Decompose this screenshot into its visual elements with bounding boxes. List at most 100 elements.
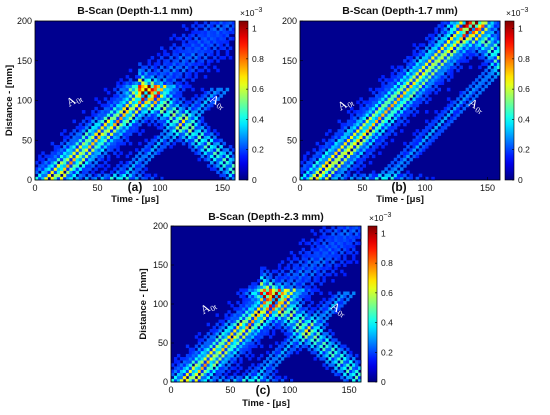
heatmap-cell	[396, 84, 401, 89]
heatmap-cell	[431, 75, 435, 79]
heatmap-cell	[331, 138, 335, 143]
heatmap-cell	[141, 164, 145, 168]
heatmap-cell	[221, 353, 225, 358]
heatmap-cell	[390, 90, 395, 95]
heatmap-cell	[437, 132, 442, 136]
heatmap-cell	[185, 36, 189, 41]
heatmap-cell	[257, 328, 261, 333]
heatmap-cell	[160, 94, 164, 98]
heatmap-cell	[306, 170, 310, 175]
heatmap-cell	[365, 129, 370, 133]
heatmap-cell	[181, 135, 186, 140]
heatmap-cell	[328, 300, 332, 305]
heatmap-cell	[169, 36, 173, 41]
heatmap-cell	[41, 157, 45, 162]
heatmap-cell	[274, 285, 279, 289]
heatmap-cell	[206, 135, 211, 140]
heatmap-cell	[353, 119, 357, 124]
heatmap-cell	[94, 97, 98, 101]
heatmap-cell	[239, 335, 243, 339]
heatmap-cell	[310, 257, 314, 261]
heatmap-cell	[406, 110, 410, 114]
heatmap-cell	[166, 116, 170, 120]
heatmap-cell	[396, 176, 401, 181]
heatmap-cell	[81, 119, 86, 124]
heatmap-cell	[119, 106, 123, 111]
heatmap-cell	[263, 313, 267, 317]
heatmap-cell	[110, 100, 114, 105]
heatmap-cell	[295, 335, 300, 339]
heatmap-cell	[415, 46, 420, 51]
heatmap-cell	[343, 291, 347, 296]
heatmap-cell	[403, 164, 407, 168]
heatmap-cell	[307, 347, 311, 352]
heatmap-cell	[203, 94, 208, 98]
heatmap-cell	[356, 176, 360, 181]
heatmap-cell	[116, 90, 120, 95]
heatmap-cell	[227, 300, 231, 305]
heatmap-cell	[315, 154, 320, 159]
heatmap-cell	[331, 135, 335, 140]
heatmap-cell	[346, 241, 350, 246]
heatmap-cell	[493, 46, 498, 51]
heatmap-cell	[378, 94, 382, 98]
heatmap-cell	[396, 106, 401, 111]
heatmap-cell	[110, 119, 114, 124]
colorbar-tick-label: 1	[252, 24, 257, 34]
heatmap-cell	[191, 116, 195, 120]
heatmap-cell	[490, 36, 495, 41]
heatmap-cell	[213, 151, 217, 155]
heatmap-cell	[343, 244, 347, 249]
heatmap-cell	[138, 94, 142, 98]
heatmap-cell	[384, 97, 388, 101]
heatmap-cell	[368, 151, 373, 155]
heatmap-cell	[310, 328, 314, 333]
heatmap-cell	[185, 360, 190, 364]
heatmap-cell	[169, 94, 173, 98]
heatmap-cell	[156, 119, 161, 124]
heatmap-cell	[128, 160, 133, 165]
heatmap-cell	[456, 113, 460, 117]
heatmap-cell	[169, 145, 173, 149]
heatmap-cell	[191, 97, 195, 101]
heatmap-cell	[163, 135, 167, 140]
heatmap-cell	[365, 110, 370, 114]
heatmap-cell	[178, 90, 183, 95]
heatmap-cell	[328, 335, 332, 339]
heatmap-cell	[209, 347, 213, 352]
heatmap-cell	[97, 100, 102, 105]
heatmap-cell	[176, 353, 181, 358]
heatmap-cell	[381, 87, 385, 92]
heatmap-cell	[316, 319, 320, 324]
heatmap-cell	[384, 87, 388, 92]
heatmap-cell	[257, 335, 261, 339]
heatmap-cell	[212, 360, 216, 364]
heatmap-cell	[110, 141, 114, 146]
heatmap-cell	[257, 304, 261, 308]
heatmap-cell	[63, 151, 67, 155]
heatmap-cell	[138, 141, 142, 146]
heatmap-cell	[306, 167, 310, 171]
heatmap-cell	[292, 332, 297, 336]
heatmap-cell	[56, 157, 61, 162]
heatmap-cell	[313, 269, 317, 274]
heatmap-cell	[337, 341, 341, 345]
heatmap-cell	[166, 135, 170, 140]
heatmap-cell	[340, 176, 345, 181]
annotation-a0t: A0t	[198, 300, 219, 317]
heatmap-cell	[310, 322, 314, 327]
heatmap-cell	[425, 36, 429, 41]
heatmap-cell	[113, 151, 117, 155]
heatmap-cell	[254, 304, 258, 308]
heatmap-cell	[116, 100, 120, 105]
heatmap-cell	[213, 141, 217, 146]
heatmap-cell	[224, 338, 228, 342]
heatmap-cell	[400, 173, 404, 178]
heatmap-cell	[185, 357, 190, 361]
heatmap-cell	[257, 297, 261, 302]
heatmap-cell	[403, 78, 407, 82]
heatmap-cell	[387, 90, 392, 95]
heatmap-cell	[343, 344, 347, 349]
heatmap-cell	[390, 138, 395, 143]
heatmap-cell	[122, 81, 127, 85]
